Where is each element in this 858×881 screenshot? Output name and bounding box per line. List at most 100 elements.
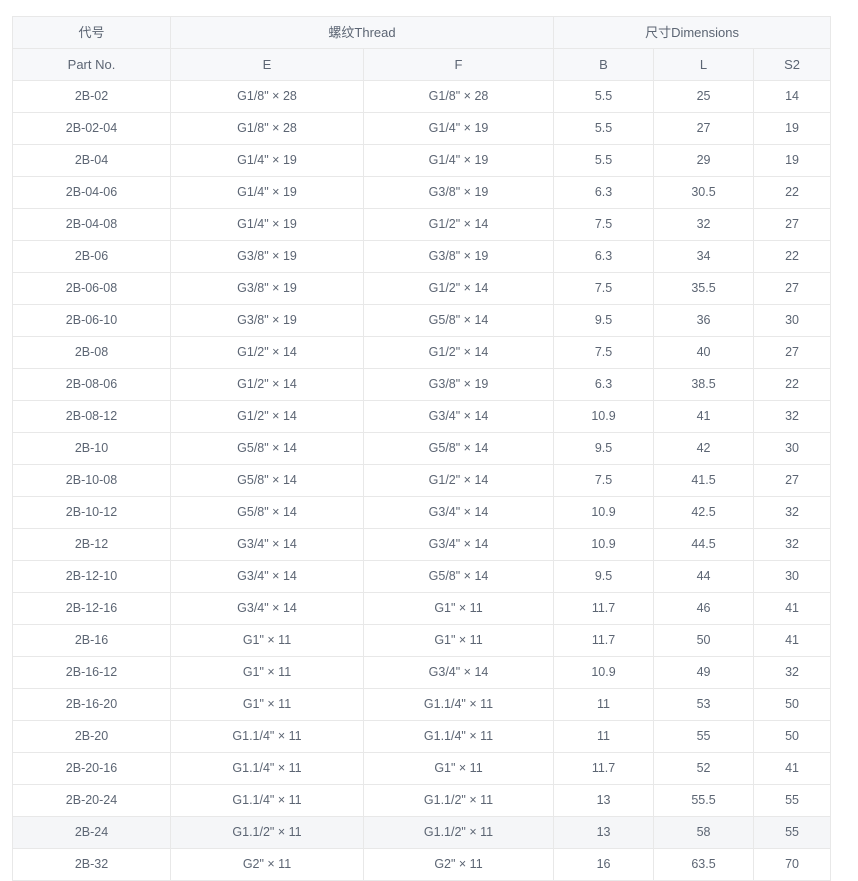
- cell-s2: 27: [753, 336, 832, 369]
- table-row[interactable]: 2B-32 G2" × 11 G2" × 11 16 63.5 70: [12, 848, 832, 881]
- table-row[interactable]: 2B-16-12 G1" × 11 G3/4" × 14 10.9 49 32: [12, 656, 832, 689]
- table-row[interactable]: 2B-06-08 G3/8" × 19 G1/2" × 14 7.5 35.5 27: [12, 272, 832, 305]
- cell-part-no: 2B-16-12: [12, 656, 171, 689]
- cell-part-no: 2B-12-10: [12, 560, 171, 593]
- cell-f: G5/8" × 14: [362, 304, 555, 337]
- cell-part-no: 2B-08-06: [12, 368, 171, 401]
- table-row[interactable]: 2B-12-16 G3/4" × 14 G1" × 11 11.7 46 41: [12, 592, 832, 625]
- cell-l: 34: [653, 240, 755, 273]
- cell-b: 13: [553, 816, 655, 849]
- cell-s2: 32: [753, 656, 832, 689]
- table-row[interactable]: 2B-10-08 G5/8" × 14 G1/2" × 14 7.5 41.5 27: [12, 464, 832, 497]
- cell-f: G1/2" × 14: [362, 336, 555, 369]
- table-row[interactable]: 2B-20-24 G1.1/4" × 11 G1.1/2" × 11 13 55.5 55: [12, 784, 832, 817]
- cell-e: G3/8" × 19: [170, 240, 364, 273]
- cell-b: 6.3: [553, 176, 655, 209]
- cell-l: 41: [653, 400, 755, 433]
- cell-l: 38.5: [653, 368, 755, 401]
- cell-s2: 50: [753, 688, 832, 721]
- cell-s2: 32: [753, 528, 832, 561]
- cell-f: G3/8" × 19: [362, 368, 555, 401]
- cell-e: G1.1/4" × 11: [170, 752, 364, 785]
- table-row[interactable]: 2B-08-06 G1/2" × 14 G3/8" × 19 6.3 38.5 22: [12, 368, 832, 401]
- cell-e: G1/2" × 14: [170, 368, 364, 401]
- cell-e: G1.1/2" × 11: [170, 816, 364, 849]
- header-group-part-no: 代号: [12, 16, 171, 49]
- table-row[interactable]: 2B-20 G1.1/4" × 11 G1.1/4" × 11 11 55 50: [12, 720, 832, 753]
- cell-part-no: 2B-16-20: [12, 688, 171, 721]
- cell-part-no: 2B-10-12: [12, 496, 171, 529]
- table-row[interactable]: 2B-12-10 G3/4" × 14 G5/8" × 14 9.5 44 30: [12, 560, 832, 593]
- cell-s2: 27: [753, 464, 832, 497]
- cell-e: G1.1/4" × 11: [170, 720, 364, 753]
- cell-part-no: 2B-16: [12, 624, 171, 657]
- header-group-row: 代号 螺纹Thread 尺寸Dimensions: [12, 16, 832, 49]
- cell-e: G1" × 11: [170, 688, 364, 721]
- specification-table: 代号 螺纹Thread 尺寸Dimensions Part No. E F B …: [12, 16, 832, 881]
- cell-l: 58: [653, 816, 755, 849]
- cell-e: G1" × 11: [170, 624, 364, 657]
- table-row[interactable]: 2B-04-06 G1/4" × 19 G3/8" × 19 6.3 30.5 22: [12, 176, 832, 209]
- cell-s2: 22: [753, 368, 832, 401]
- cell-f: G1/2" × 14: [362, 208, 555, 241]
- table-row[interactable]: 2B-12 G3/4" × 14 G3/4" × 14 10.9 44.5 32: [12, 528, 832, 561]
- table-row[interactable]: 2B-10-12 G5/8" × 14 G3/4" × 14 10.9 42.5 32: [12, 496, 832, 529]
- cell-e: G3/4" × 14: [170, 560, 364, 593]
- cell-part-no: 2B-06: [12, 240, 171, 273]
- cell-part-no: 2B-04-08: [12, 208, 171, 241]
- table-row[interactable]: 2B-02-04 G1/8" × 28 G1/4" × 19 5.5 27 19: [12, 112, 832, 145]
- cell-part-no: 2B-02: [12, 80, 171, 113]
- cell-l: 55.5: [653, 784, 755, 817]
- cell-b: 10.9: [553, 528, 655, 561]
- cell-part-no: 2B-06-10: [12, 304, 171, 337]
- cell-part-no: 2B-10-08: [12, 464, 171, 497]
- cell-e: G1.1/4" × 11: [170, 784, 364, 817]
- table-row[interactable]: 2B-02 G1/8" × 28 G1/8" × 28 5.5 25 14: [12, 80, 832, 113]
- cell-s2: 14: [753, 80, 832, 113]
- table-row[interactable]: 2B-04-08 G1/4" × 19 G1/2" × 14 7.5 32 27: [12, 208, 832, 241]
- cell-e: G1/4" × 19: [170, 208, 364, 241]
- cell-b: 5.5: [553, 80, 655, 113]
- table-row[interactable]: 2B-16 G1" × 11 G1" × 11 11.7 50 41: [12, 624, 832, 657]
- header-col-s2: S2: [753, 48, 832, 81]
- table-row[interactable]: 2B-08 G1/2" × 14 G1/2" × 14 7.5 40 27: [12, 336, 832, 369]
- cell-f: G3/4" × 14: [362, 496, 555, 529]
- cell-s2: 19: [753, 144, 832, 177]
- table-row[interactable]: 2B-06 G3/8" × 19 G3/8" × 19 6.3 34 22: [12, 240, 832, 273]
- cell-f: G1.1/2" × 11: [362, 816, 555, 849]
- header-col-l: L: [653, 48, 755, 81]
- table-row[interactable]: 2B-16-20 G1" × 11 G1.1/4" × 11 11 53 50: [12, 688, 832, 721]
- cell-e: G1/4" × 19: [170, 144, 364, 177]
- cell-e: G3/8" × 19: [170, 272, 364, 305]
- cell-e: G5/8" × 14: [170, 464, 364, 497]
- table-row[interactable]: 2B-20-16 G1.1/4" × 11 G1" × 11 11.7 52 41: [12, 752, 832, 785]
- cell-s2: 41: [753, 592, 832, 625]
- cell-f: G1/2" × 14: [362, 272, 555, 305]
- cell-part-no: 2B-12: [12, 528, 171, 561]
- table-body: 2B-02 G1/8" × 28 G1/8" × 28 5.5 25 14 2B-02-04…: [12, 80, 832, 881]
- cell-e: G1/8" × 28: [170, 112, 364, 145]
- table-row[interactable]: 2B-24 G1.1/2" × 11 G1.1/2" × 11 13 58 55: [12, 816, 832, 849]
- cell-b: 5.5: [553, 144, 655, 177]
- cell-part-no: 2B-04-06: [12, 176, 171, 209]
- cell-e: G3/8" × 19: [170, 304, 364, 337]
- cell-f: G1.1/2" × 11: [362, 784, 555, 817]
- cell-f: G3/8" × 19: [362, 240, 555, 273]
- table-row[interactable]: 2B-04 G1/4" × 19 G1/4" × 19 5.5 29 19: [12, 144, 832, 177]
- cell-f: G3/4" × 14: [362, 656, 555, 689]
- cell-f: G3/4" × 14: [362, 400, 555, 433]
- table-row[interactable]: 2B-08-12 G1/2" × 14 G3/4" × 14 10.9 41 32: [12, 400, 832, 433]
- cell-b: 9.5: [553, 304, 655, 337]
- header-group-thread: 螺纹Thread: [169, 16, 555, 49]
- cell-s2: 30: [753, 304, 832, 337]
- table-header: 代号 螺纹Thread 尺寸Dimensions Part No. E F B …: [12, 16, 832, 81]
- cell-s2: 41: [753, 624, 832, 657]
- cell-b: 13: [553, 784, 655, 817]
- cell-f: G1/4" × 19: [362, 112, 555, 145]
- cell-s2: 55: [753, 816, 832, 849]
- table-row[interactable]: 2B-10 G5/8" × 14 G5/8" × 14 9.5 42 30: [12, 432, 832, 465]
- cell-l: 42: [653, 432, 755, 465]
- table-row[interactable]: 2B-06-10 G3/8" × 19 G5/8" × 14 9.5 36 30: [12, 304, 832, 337]
- header-col-part-no: Part No.: [12, 48, 171, 81]
- cell-b: 9.5: [553, 432, 655, 465]
